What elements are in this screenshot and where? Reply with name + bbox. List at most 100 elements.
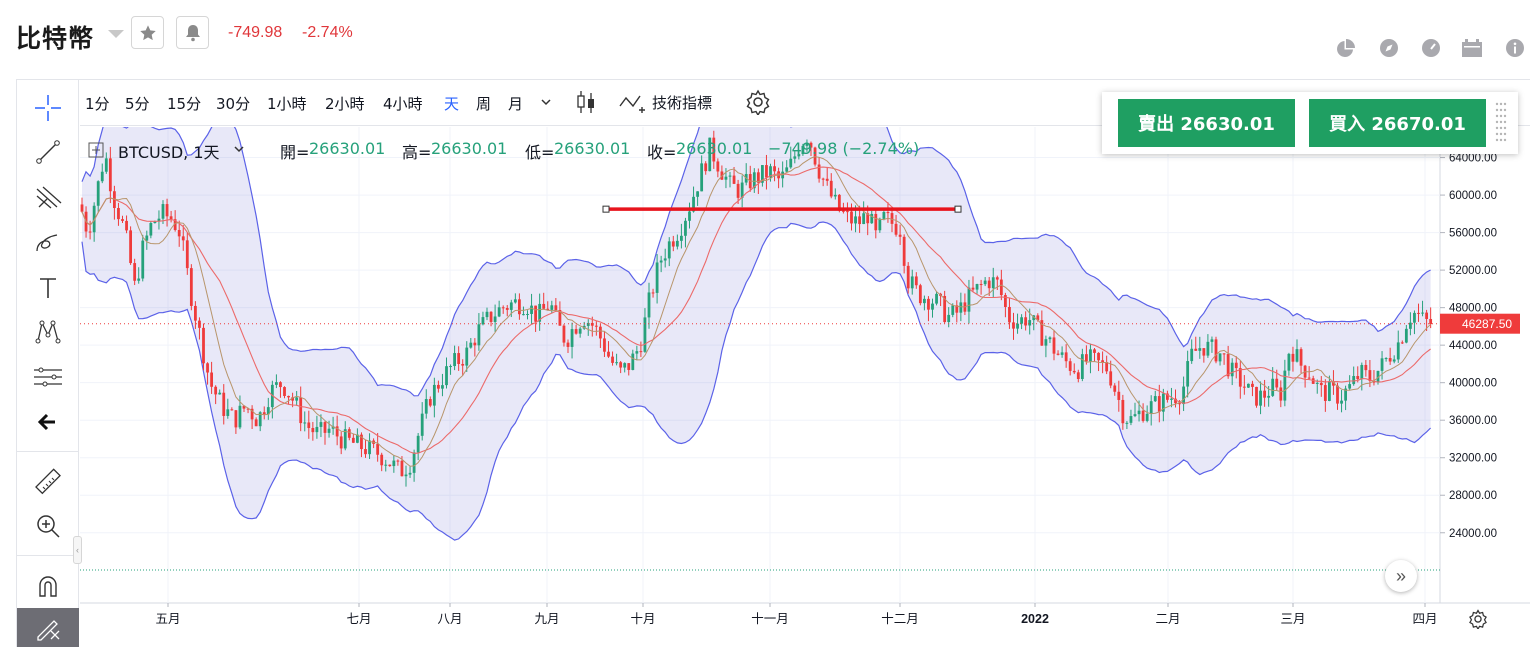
scroll-to-realtime-button[interactable]: » (1385, 560, 1417, 592)
candle-body (716, 161, 720, 172)
timeframe-1h[interactable]: 1小時 (267, 95, 307, 113)
candle-body (1340, 400, 1343, 404)
indicator-wave-icon (619, 95, 645, 113)
timeframe-1m[interactable]: 1分 (85, 95, 110, 113)
speedometer-icon[interactable] (1420, 37, 1442, 59)
axis-settings-gear-icon[interactable] (1468, 609, 1488, 629)
alert-button[interactable] (176, 16, 209, 49)
candle-body (688, 211, 691, 221)
settings-button[interactable] (745, 89, 771, 115)
candle-body (910, 276, 914, 289)
drawn-line-handle (954, 205, 962, 213)
candle-body (384, 464, 388, 466)
prediction-tool[interactable] (17, 355, 79, 399)
open-label: 開= (280, 143, 310, 162)
candle-body (1186, 361, 1190, 387)
candle-body (1368, 370, 1372, 381)
candle-body (680, 235, 683, 241)
candle-body (1218, 353, 1222, 362)
candle-body (647, 292, 651, 318)
candle-body (995, 277, 999, 280)
timeframe-4h[interactable]: 4小時 (383, 95, 423, 113)
info-icon[interactable] (1504, 37, 1526, 59)
timeframe-dropdown[interactable] (540, 89, 552, 115)
fib-tool[interactable] (17, 176, 79, 220)
low-value: 26630.01 (554, 139, 631, 158)
candle-body (356, 434, 359, 443)
candle-body (927, 298, 930, 310)
candle-body (943, 295, 947, 323)
candle-body (1344, 388, 1347, 401)
buy-button[interactable]: 買入 26670.01 (1309, 99, 1486, 147)
candle-body (870, 213, 874, 224)
candle-body (1238, 368, 1242, 387)
candle-body (655, 262, 659, 293)
candle-body (987, 280, 991, 289)
timeframe-day[interactable]: 天 (444, 95, 460, 113)
x-tick-label: 九月 (534, 612, 559, 626)
candle-body (1267, 395, 1271, 398)
candle-body (700, 163, 704, 192)
candle-body (627, 363, 631, 370)
timeframe-30m[interactable]: 30分 (216, 95, 251, 113)
chart-type-button[interactable] (574, 89, 598, 115)
trend-line-icon (36, 140, 60, 164)
symbol-label[interactable]: BTCUSD, 1天 (118, 143, 220, 162)
timeframe-week[interactable]: 周 (476, 95, 492, 113)
candle-body (923, 298, 926, 304)
drag-handle-icon[interactable] (1494, 100, 1508, 146)
magnet-tool[interactable] (17, 564, 79, 608)
close-label: 收= (647, 143, 677, 162)
ruler-tool[interactable] (17, 460, 79, 504)
zoom-in-icon (37, 515, 60, 538)
indicators-button[interactable]: 技術指標 (618, 89, 712, 115)
timeframe-15m[interactable]: 15分 (167, 95, 202, 113)
candle-body (651, 292, 655, 294)
text-tool[interactable] (17, 266, 79, 310)
chevron-down-icon[interactable] (234, 145, 244, 153)
compass-icon[interactable] (1378, 37, 1400, 59)
high-label: 高= (402, 143, 432, 162)
candle-body (999, 279, 1003, 296)
back-arrow-button[interactable] (17, 400, 79, 444)
timeframe-2h[interactable]: 2小時 (325, 95, 365, 113)
favorite-button[interactable] (131, 16, 164, 49)
candle-body (1012, 322, 1015, 329)
candle-body (785, 167, 789, 172)
toolbar-collapse-tab[interactable]: ‹ (73, 536, 82, 564)
remove-drawings-tool[interactable] (17, 608, 79, 647)
crosshair-tool[interactable] (17, 86, 79, 130)
candle-body (149, 223, 153, 236)
candle-body (238, 405, 242, 428)
candle-body (894, 223, 898, 235)
price-chart[interactable]: 68000.0064000.0060000.0056000.0052000.00… (80, 127, 1530, 647)
candle-body (376, 443, 380, 455)
candle-body (1060, 352, 1064, 355)
candle-body (975, 284, 979, 290)
candle-body (327, 428, 331, 433)
candle-body (266, 407, 270, 415)
calendar-icon[interactable] (1461, 37, 1483, 59)
pattern-tool[interactable] (17, 310, 79, 354)
instrument-dropdown-caret[interactable] (108, 30, 124, 38)
candle-body (1307, 377, 1311, 379)
double-chevron-right-icon: » (1395, 565, 1406, 586)
candle-body (1319, 382, 1323, 386)
candle-body (1020, 317, 1023, 324)
sell-button[interactable]: 賣出 26630.01 (1118, 99, 1295, 147)
timeframe-month[interactable]: 月 (508, 95, 524, 113)
pie-chart-icon[interactable] (1335, 37, 1357, 59)
brush-tool[interactable] (17, 220, 79, 264)
trend-line-tool[interactable] (17, 130, 79, 174)
low-label: 低= (525, 143, 555, 162)
candle-body (805, 142, 809, 146)
candle-body (117, 207, 120, 220)
chevron-down-icon (541, 99, 551, 106)
candle-body (1210, 339, 1214, 342)
timeframe-5m[interactable]: 5分 (125, 95, 150, 113)
zoom-in-tool[interactable] (17, 504, 79, 548)
candle-body (1056, 353, 1060, 355)
candle-body (728, 175, 732, 177)
candles-icon (577, 91, 594, 113)
expand-legend-icon[interactable] (88, 142, 104, 158)
